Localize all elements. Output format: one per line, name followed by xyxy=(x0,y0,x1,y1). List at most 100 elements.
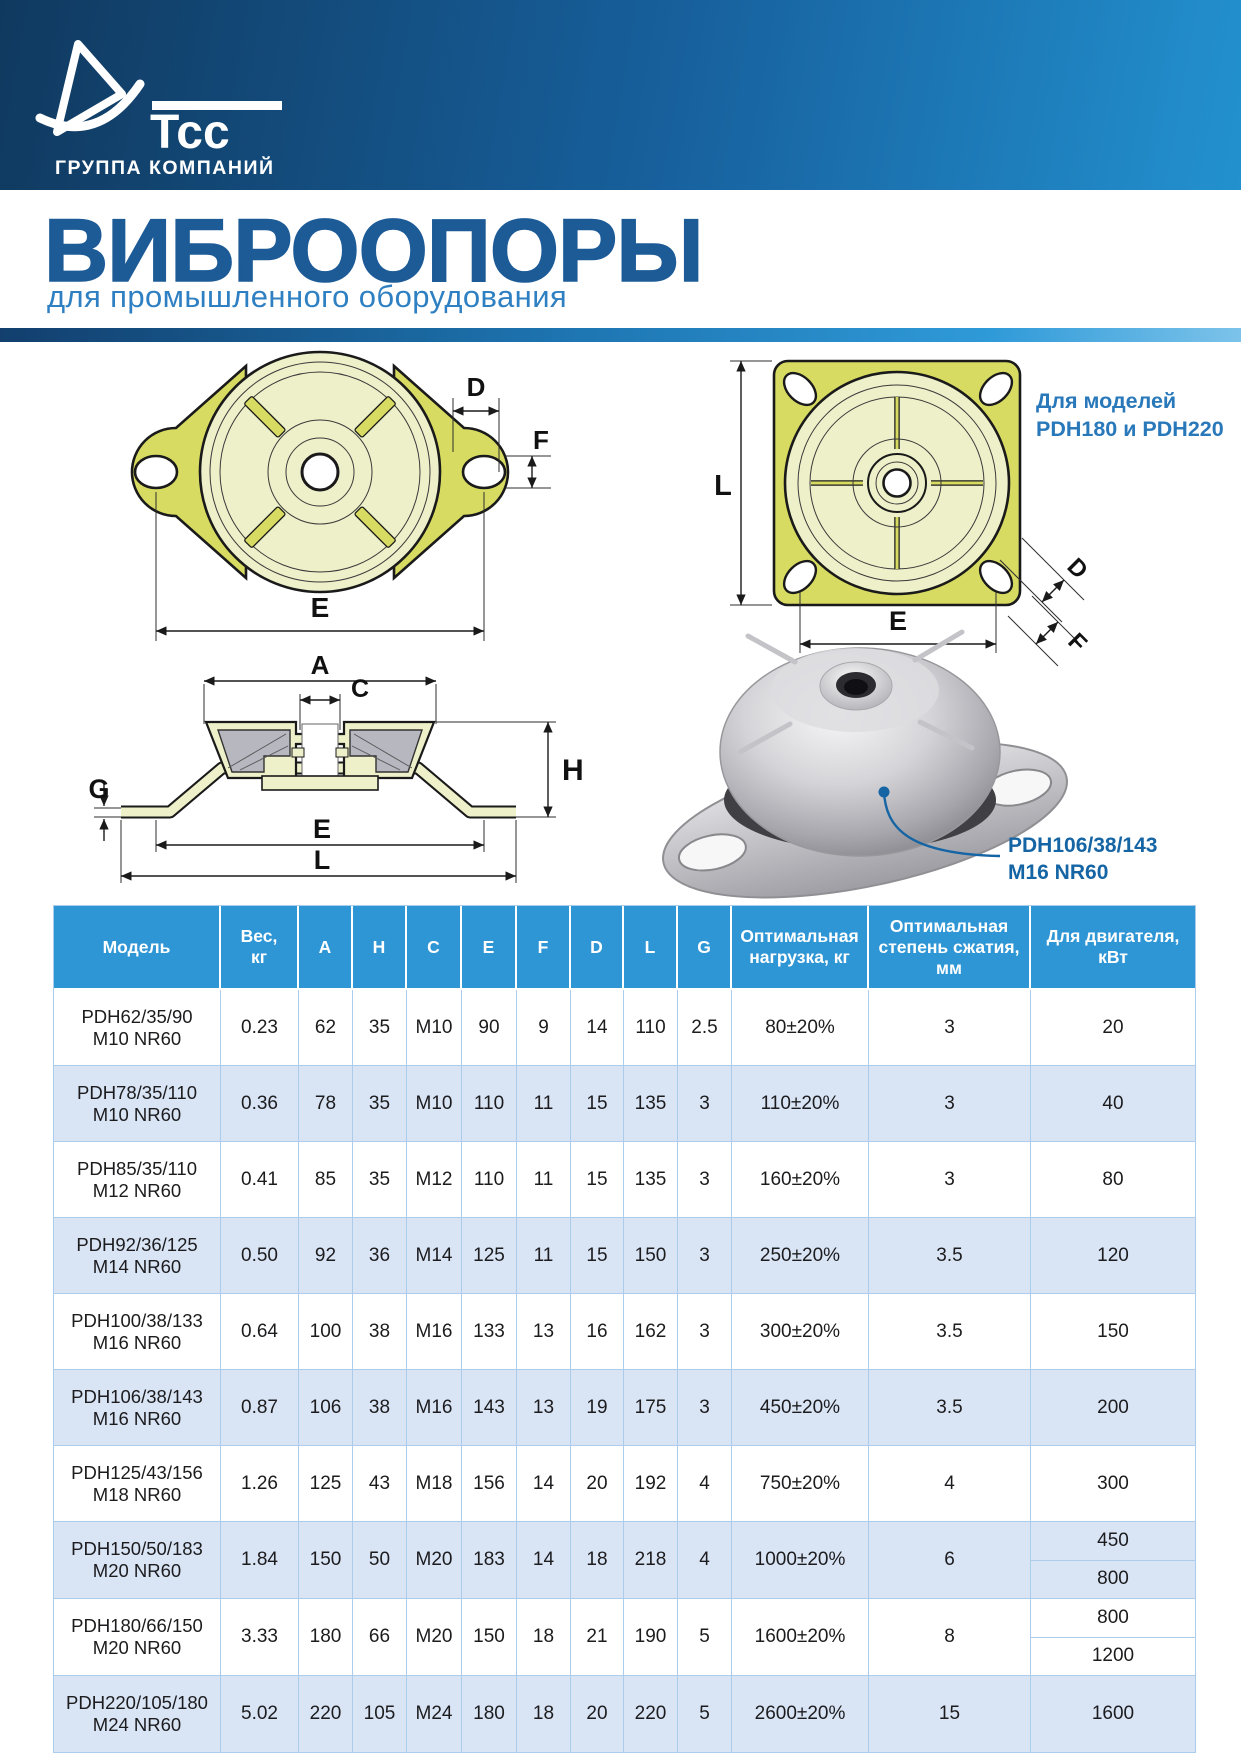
square-view-drawing: L E D F Для моделей PDH180 и PDH220 xyxy=(714,359,1224,667)
cell: M16 xyxy=(407,1294,462,1370)
col-header-motor: Для двигателя, кВт xyxy=(1031,906,1195,990)
cell: 2.5 xyxy=(678,990,732,1066)
table-row: PDH180/66/150 M20 NR60 3.33 180 66 M20 150 18 2… xyxy=(54,1599,1195,1676)
cell: 0.36 xyxy=(221,1066,299,1142)
cell: 13 xyxy=(517,1294,571,1370)
logo-tagline: ГРУППА КОМПАНИЙ xyxy=(55,155,275,179)
table-row: PDH62/35/90 M10 NR60 0.23 62 35 M10 90 9 14 110 2… xyxy=(54,990,1195,1066)
cell: 15 xyxy=(571,1218,624,1294)
cell: 3 xyxy=(678,1066,732,1142)
motor-cell: 1600 xyxy=(1031,1676,1195,1752)
company-logo: Тсс ГРУППА КОМПАНИЙ xyxy=(35,40,282,179)
cell: M14 xyxy=(407,1218,462,1294)
motor-cell-split: 450 800 xyxy=(1031,1522,1195,1599)
dim-label-e: E xyxy=(311,592,330,623)
cell: 0.41 xyxy=(221,1142,299,1218)
top-view-drawing: D F E xyxy=(130,350,551,641)
cell: 450±20% xyxy=(732,1370,869,1446)
cell: 38 xyxy=(353,1294,407,1370)
motor-cell: 150 xyxy=(1031,1294,1195,1370)
cell: 0.50 xyxy=(221,1218,299,1294)
cell: M10 xyxy=(407,1066,462,1142)
cell: 156 xyxy=(462,1446,517,1522)
model-cell: PDH220/105/180 M24 NR60 xyxy=(54,1676,221,1752)
cell: 11 xyxy=(517,1218,571,1294)
cell: 62 xyxy=(299,990,353,1066)
slot-ticks xyxy=(811,397,983,569)
cell: M18 xyxy=(407,1446,462,1522)
motor-value: 800 xyxy=(1031,1559,1195,1599)
model-cell: PDH100/38/133 M16 NR60 xyxy=(54,1294,221,1370)
cell: 18 xyxy=(517,1599,571,1676)
cell: 4 xyxy=(678,1522,732,1599)
cell: 180 xyxy=(299,1599,353,1676)
cell: 160±20% xyxy=(732,1142,869,1218)
dim-label-f: F xyxy=(533,425,549,455)
model-cell: PDH78/35/110 M10 NR60 xyxy=(54,1066,221,1142)
cell: 14 xyxy=(517,1446,571,1522)
cell: 35 xyxy=(353,1066,407,1142)
cell: 1600±20% xyxy=(732,1599,869,1676)
cell: 190 xyxy=(624,1599,678,1676)
cell: 220 xyxy=(299,1676,353,1752)
cell: 110±20% xyxy=(732,1066,869,1142)
cell: M20 xyxy=(407,1522,462,1599)
dim-label-e3: E xyxy=(313,814,331,844)
motor-cell: 300 xyxy=(1031,1446,1195,1522)
table-header-row: Модель Вес, кг A H C E F D L G Оптимальн… xyxy=(54,906,1195,990)
cell: 3.5 xyxy=(869,1218,1031,1294)
cell: 3 xyxy=(869,1066,1031,1142)
cell: 15 xyxy=(869,1676,1031,1752)
cell: 13 xyxy=(517,1370,571,1446)
cell: 85 xyxy=(299,1142,353,1218)
cell: 8 xyxy=(869,1599,1031,1676)
col-header-c: C xyxy=(407,906,462,990)
product-photo: PDH106/38/143 M16 NR60 xyxy=(662,629,1157,899)
table-row: PDH125/43/156 M18 NR60 1.26 125 43 M18 156 14 2… xyxy=(54,1446,1195,1522)
cell: 3 xyxy=(869,1142,1031,1218)
cell: 3.5 xyxy=(869,1370,1031,1446)
cell: 36 xyxy=(353,1218,407,1294)
cell: 3 xyxy=(678,1370,732,1446)
dim-label-f2: F xyxy=(1063,628,1092,657)
dim-label-d: D xyxy=(467,372,486,402)
cell: 135 xyxy=(624,1142,678,1218)
cell: 16 xyxy=(571,1294,624,1370)
cell: 106 xyxy=(299,1370,353,1446)
callout-line xyxy=(882,791,1001,858)
spokes xyxy=(244,396,396,548)
col-header-g: G xyxy=(678,906,732,990)
cell: 19 xyxy=(571,1370,624,1446)
cell: 35 xyxy=(353,990,407,1066)
logo-brand: Тсс xyxy=(150,106,230,159)
table-row: PDH220/105/180 M24 NR60 5.02 220 105 M24 180 1… xyxy=(54,1676,1195,1752)
cell: 3.33 xyxy=(221,1599,299,1676)
spec-table: Модель Вес, кг A H C E F D L G Оптимальн… xyxy=(54,906,1195,1752)
cell: 5 xyxy=(678,1676,732,1752)
cell: 2600±20% xyxy=(732,1676,869,1752)
cell: 6 xyxy=(869,1522,1031,1599)
header-band: Тсс ГРУППА КОМПАНИЙ xyxy=(0,0,1241,190)
motor-value: 1200 xyxy=(1031,1636,1195,1676)
cell: 90 xyxy=(462,990,517,1066)
dim-label-l: L xyxy=(714,470,732,502)
cell: 3.5 xyxy=(869,1294,1031,1370)
cell: 125 xyxy=(299,1446,353,1522)
cell: 18 xyxy=(571,1522,624,1599)
cell: 150 xyxy=(462,1599,517,1676)
motor-cell: 40 xyxy=(1031,1066,1195,1142)
cell: 3 xyxy=(678,1218,732,1294)
cell: 105 xyxy=(353,1676,407,1752)
cell: 300±20% xyxy=(732,1294,869,1370)
section-view-drawing: A C H G E L xyxy=(88,650,584,883)
cell: 15 xyxy=(571,1142,624,1218)
cell: 14 xyxy=(517,1522,571,1599)
table-row: PDH150/50/183 M20 NR60 1.84 150 50 M20 183 14 1… xyxy=(54,1522,1195,1599)
col-header-load: Оптимальная нагрузка, кг xyxy=(732,906,869,990)
col-header-f: F xyxy=(517,906,571,990)
model-cell: PDH62/35/90 M10 NR60 xyxy=(54,990,221,1066)
technical-drawings: D F E xyxy=(88,350,1224,899)
col-header-h: H xyxy=(353,906,407,990)
col-header-model: Модель xyxy=(54,906,221,990)
